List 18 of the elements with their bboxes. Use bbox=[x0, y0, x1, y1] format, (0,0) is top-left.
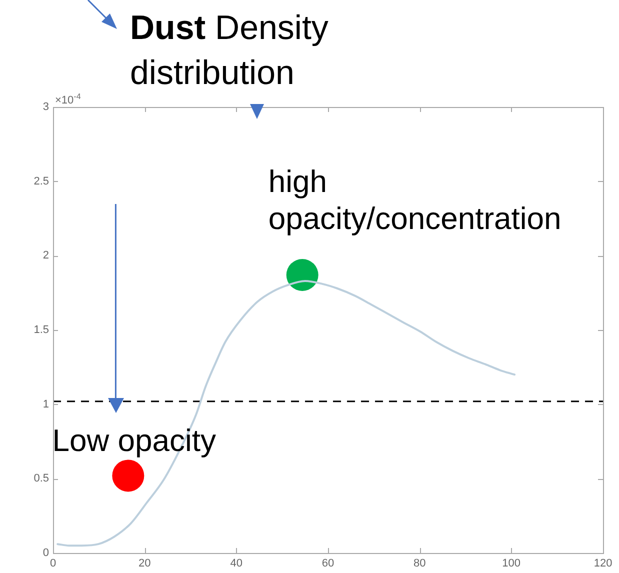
x-tick-label: 120 bbox=[594, 558, 612, 570]
y-tick-label: 2 bbox=[42, 250, 49, 262]
annotation: Low opacity bbox=[52, 422, 216, 459]
x-tick-label: 60 bbox=[322, 558, 334, 570]
y-tick-label: 2.5 bbox=[34, 175, 49, 188]
chart-title: Dust Density distribution bbox=[130, 8, 328, 94]
y-tick-label: 1 bbox=[42, 398, 49, 410]
annotation: high opacity/concentration bbox=[268, 162, 562, 237]
x-tick-label: 80 bbox=[414, 558, 426, 570]
x-tick-label: 40 bbox=[230, 558, 242, 570]
y-tick-label: 0 bbox=[42, 547, 49, 560]
y-tick-label: 0.5 bbox=[34, 472, 49, 485]
x-tick-label: 20 bbox=[138, 558, 151, 570]
line-series bbox=[56, 280, 516, 547]
y-tick-label: 1.5 bbox=[34, 324, 49, 336]
x-tick-label: 100 bbox=[502, 558, 521, 570]
text: ×10$^{-4}$ bbox=[55, 91, 81, 108]
y-tick-label: 3 bbox=[42, 101, 49, 114]
